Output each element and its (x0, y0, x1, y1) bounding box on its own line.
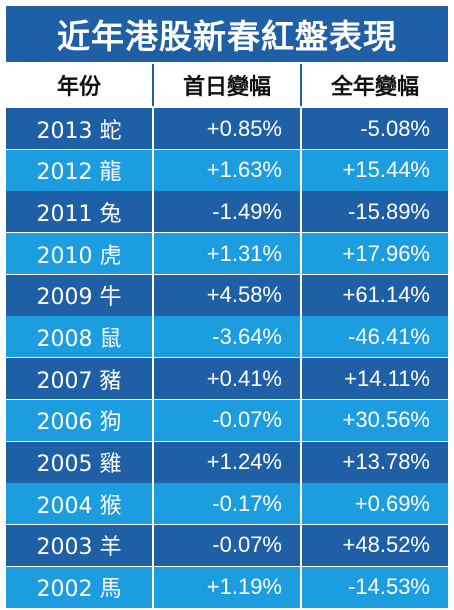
cell-full-year: +13.78% (302, 441, 448, 483)
cell-divider (152, 566, 154, 608)
table-row: 2008 鼠 -3.64% -46.41% (6, 316, 448, 358)
cell-year: 2008 鼠 (6, 316, 152, 358)
cell-first-day: +1.31% (154, 233, 300, 275)
cell-year: 2011 兔 (6, 191, 152, 233)
cell-full-year: -5.08% (302, 108, 448, 149)
cell-year: 2007 豬 (6, 358, 152, 400)
cell-full-year: -15.89% (302, 191, 448, 233)
cell-first-day: +1.24% (154, 441, 300, 483)
table-row: 2007 豬 +0.41% +14.11% (6, 358, 448, 400)
cell-full-year: -14.53% (302, 566, 448, 608)
table-row: 2005 雞 +1.24% +13.78% (6, 441, 448, 483)
table-row: 2004 猴 -0.17% +0.69% (6, 483, 448, 525)
cell-divider (152, 399, 154, 441)
table-figure: 近年港股新春紅盤表現 年份 首日變幅 全年變幅 2013 蛇 +0.85% -5.0… (6, 6, 448, 608)
cell-divider (152, 316, 154, 358)
cell-first-day: -3.64% (154, 316, 300, 358)
table-row: 2013 蛇 +0.85% -5.08% (6, 108, 448, 149)
cell-divider (152, 441, 154, 483)
cell-divider (152, 358, 154, 400)
cell-first-day: +0.85% (154, 108, 300, 149)
cell-year: 2003 羊 (6, 524, 152, 566)
table-body: 2013 蛇 +0.85% -5.08% 2012 龍 +1.63% +15.44% 201… (6, 108, 448, 608)
cell-divider (152, 233, 154, 275)
column-header-year: 年份 (56, 75, 101, 100)
cell-first-day: -0.07% (154, 524, 300, 566)
cell-full-year: +14.11% (302, 358, 448, 400)
cell-divider (300, 441, 302, 483)
cell-divider (300, 566, 302, 608)
table-row: 2006 狗 -0.07% +30.56% (6, 399, 448, 441)
column-header-full-year: 全年變幅 (330, 75, 419, 100)
table-row: 2002 馬 +1.19% -14.53% (6, 566, 448, 608)
cell-year: 2013 蛇 (6, 108, 152, 149)
cell-year: 2002 馬 (6, 566, 152, 608)
cell-first-day: -1.49% (154, 191, 300, 233)
table-row: 2012 龍 +1.63% +15.44% (6, 149, 448, 191)
cell-divider (152, 274, 154, 316)
page-title: 近年港股新春紅盤表現 (6, 6, 448, 62)
cell-divider (300, 483, 302, 525)
column-header-first-day: 首日變幅 (182, 75, 271, 100)
cell-full-year: +0.69% (302, 483, 448, 525)
table-header: 年份 首日變幅 全年變幅 (6, 64, 448, 106)
cell-full-year: +15.44% (302, 149, 448, 191)
cell-divider (152, 149, 154, 191)
cell-divider (300, 316, 302, 358)
cell-divider (300, 358, 302, 400)
cell-first-day: +0.41% (154, 358, 300, 400)
cell-first-day: -0.07% (154, 399, 300, 441)
cell-divider (152, 483, 154, 525)
cell-full-year: +17.96% (302, 233, 448, 275)
cell-year: 2004 猴 (6, 483, 152, 525)
table-row: 2010 虎 +1.31% +17.96% (6, 233, 448, 275)
cell-full-year: -46.41% (302, 316, 448, 358)
cell-divider (152, 524, 154, 566)
cell-full-year: +61.14% (302, 274, 448, 316)
cell-divider (300, 108, 302, 149)
cell-year: 2009 牛 (6, 274, 152, 316)
cell-divider (300, 149, 302, 191)
cell-divider (152, 191, 154, 233)
header-divider (152, 64, 154, 106)
cell-divider (300, 191, 302, 233)
header-divider (300, 64, 302, 106)
cell-year: 2010 虎 (6, 233, 152, 275)
cell-first-day: +4.58% (154, 274, 300, 316)
table-row: 2009 牛 +4.58% +61.14% (6, 274, 448, 316)
cell-full-year: +48.52% (302, 524, 448, 566)
cell-divider (300, 233, 302, 275)
cell-first-day: +1.19% (154, 566, 300, 608)
cell-year: 2012 龍 (6, 149, 152, 191)
table-row: 2011 兔 -1.49% -15.89% (6, 191, 448, 233)
cell-divider (300, 524, 302, 566)
cell-first-day: +1.63% (154, 149, 300, 191)
cell-divider (300, 274, 302, 316)
cell-year: 2006 狗 (6, 399, 152, 441)
cell-divider (300, 399, 302, 441)
cell-year: 2005 雞 (6, 441, 152, 483)
cell-first-day: -0.17% (154, 483, 300, 525)
cell-divider (152, 108, 154, 149)
cell-full-year: +30.56% (302, 399, 448, 441)
table-row: 2003 羊 -0.07% +48.52% (6, 524, 448, 566)
